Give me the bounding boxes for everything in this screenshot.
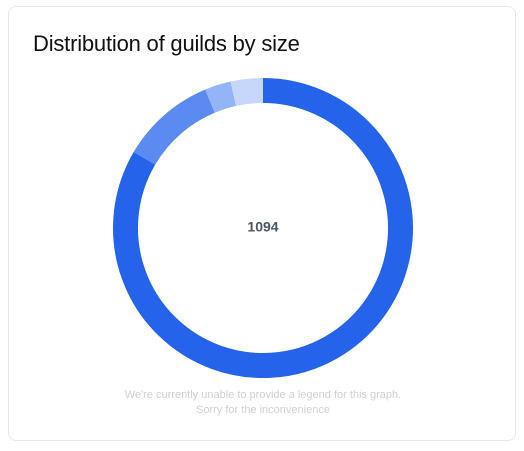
segment [230,78,264,107]
note-line: Sorry for the inconvenience [196,404,330,416]
chart: 1094 [113,78,413,378]
card: Distribution of guilds by size 1094 We'r… [8,6,516,441]
note: We're currently unable to provide a lege… [9,388,517,418]
chart-title: Distribution of guilds by size [33,31,300,56]
total-label: 1094 [247,219,278,235]
segment [113,78,413,378]
segment [205,81,237,113]
note-line: We're currently unable to provide a lege… [124,389,402,401]
segment [133,89,216,165]
